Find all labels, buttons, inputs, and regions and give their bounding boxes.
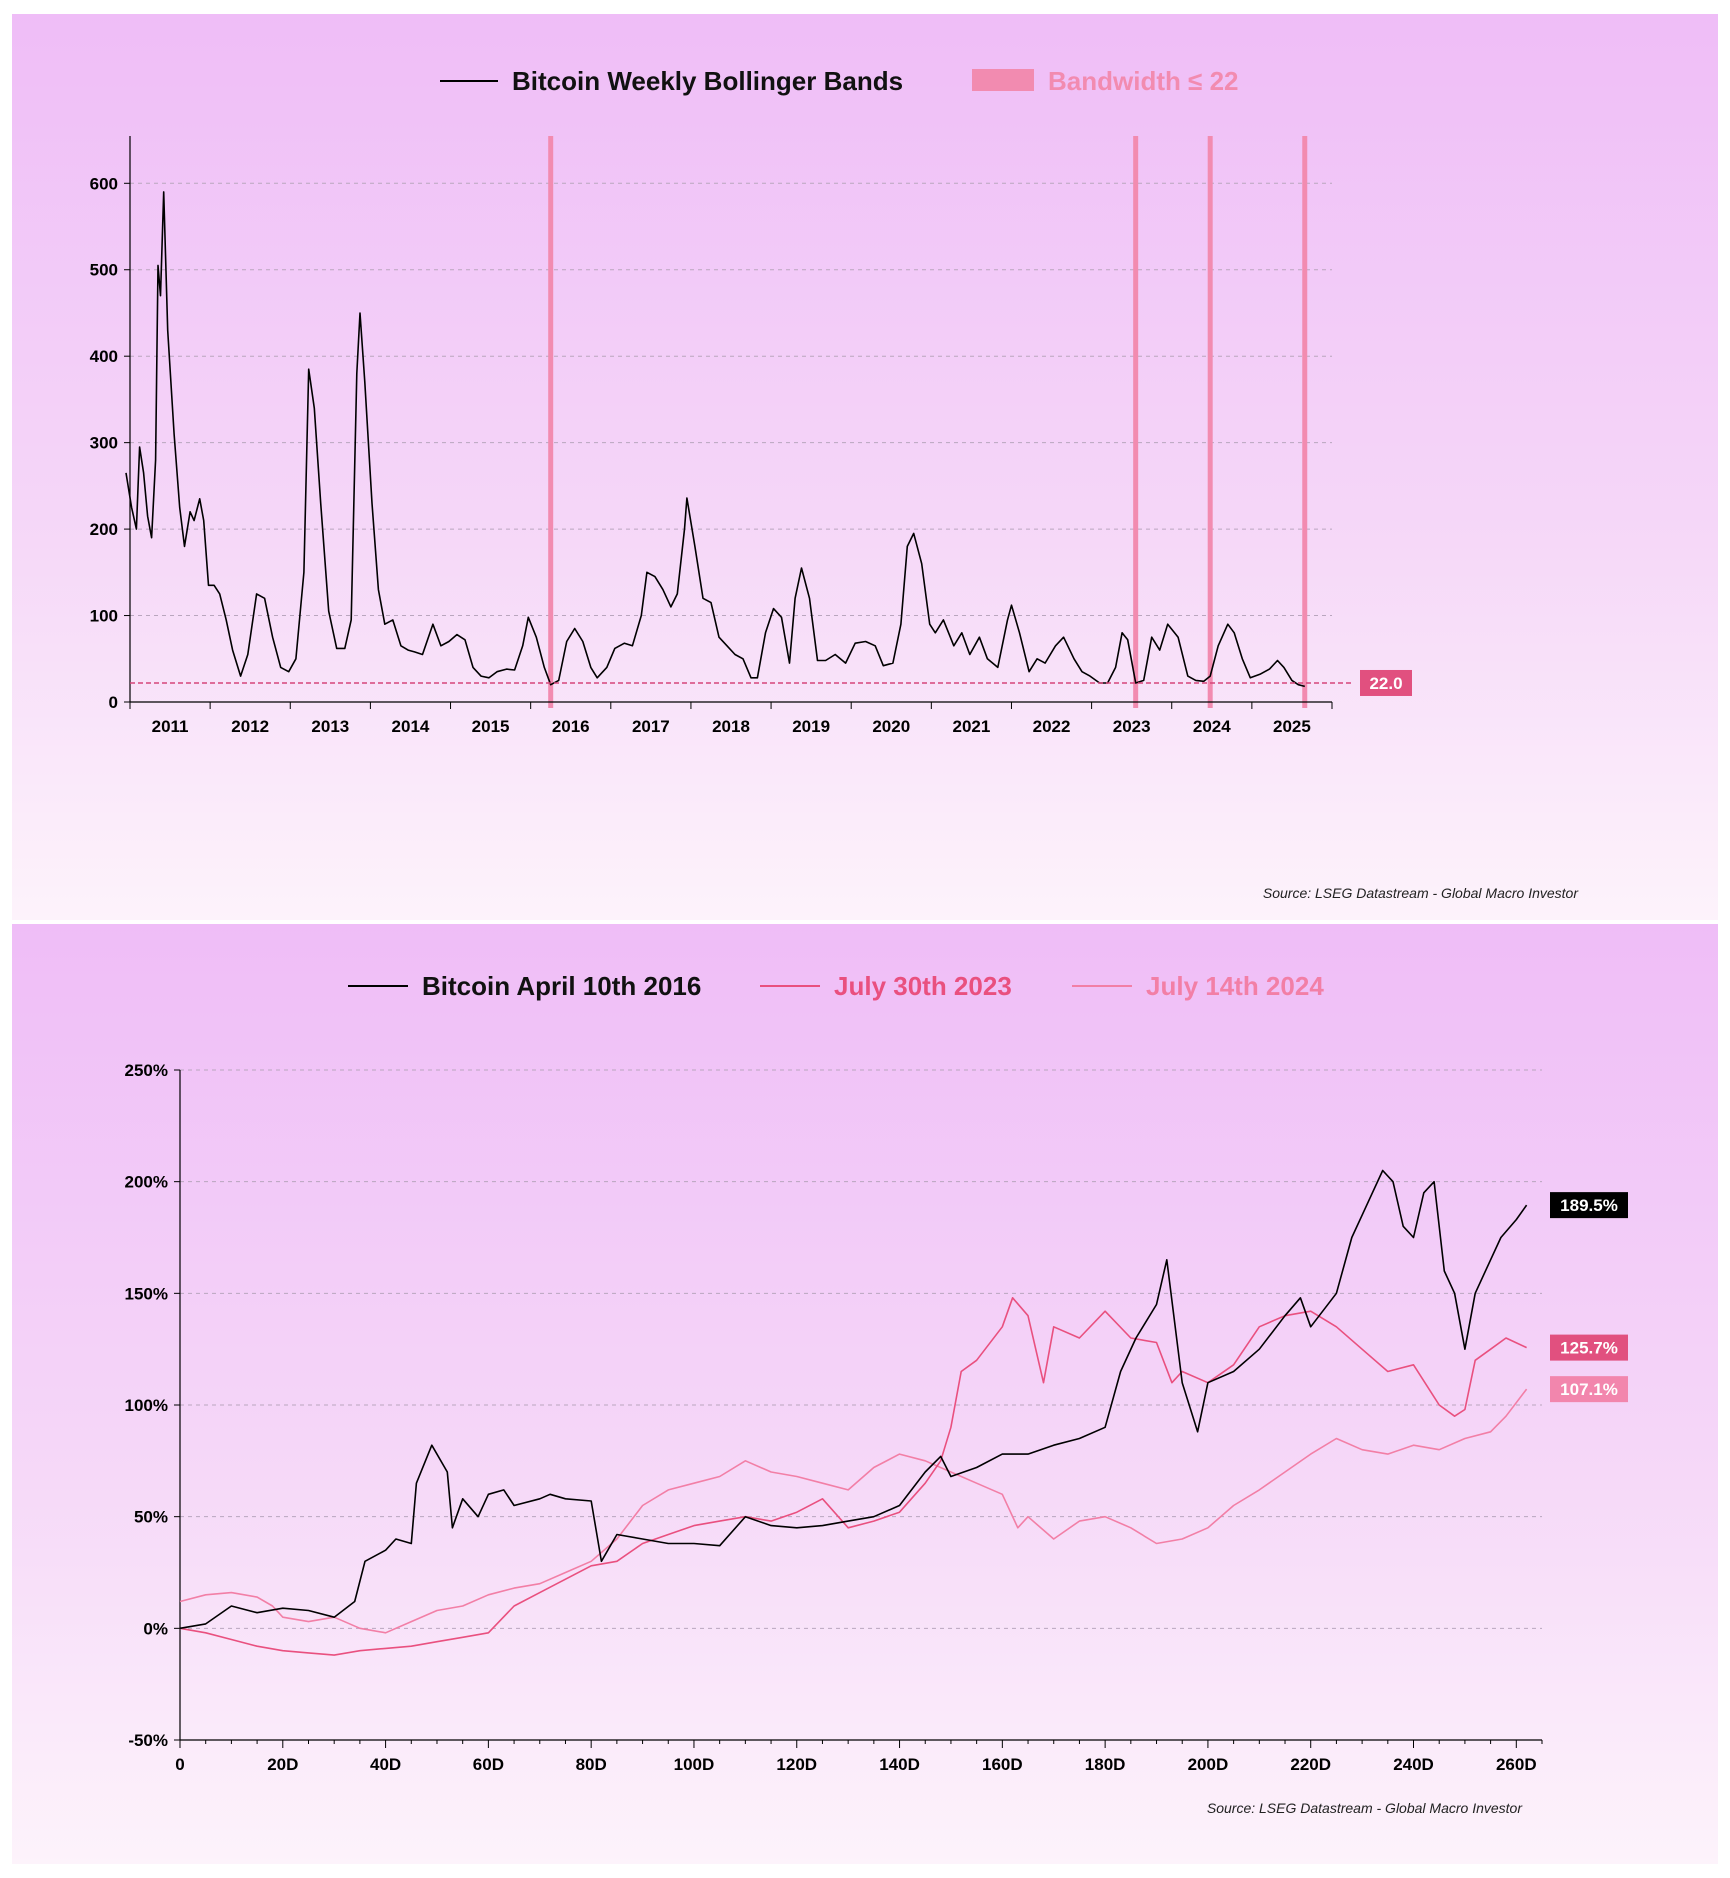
x-tick-label: 2019 <box>792 717 830 736</box>
x-tick-label: 2012 <box>231 717 269 736</box>
x-tick-label: 2013 <box>311 717 349 736</box>
x-tick-label: 2014 <box>392 717 430 736</box>
bollinger-chart-panel: Bitcoin Weekly Bollinger Bands Bandwidth… <box>12 14 1718 920</box>
bollinger-bandwidth-line <box>125 191 1306 688</box>
y-tick-label: 600 <box>90 174 118 193</box>
legend-band-label: Bandwidth ≤ 22 <box>1048 66 1239 96</box>
y-tick-label: 150% <box>125 1284 168 1303</box>
x-tick-label: 2017 <box>632 717 670 736</box>
x-tick-label: 160D <box>982 1755 1023 1774</box>
end-value-label: 189.5% <box>1560 1196 1618 1215</box>
bandwidth-event-bar <box>1302 136 1308 708</box>
x-tick-label: 40D <box>370 1755 401 1774</box>
x-tick-label: 180D <box>1085 1755 1126 1774</box>
bandwidth-highlights <box>548 136 1308 708</box>
y-tick-label: 200% <box>125 1173 168 1192</box>
threshold-label: 22.0 <box>1369 674 1402 693</box>
end-value-badge <box>1550 1334 1628 1361</box>
x-tick-label: 2021 <box>952 717 990 736</box>
x-tick-label: 2018 <box>712 717 750 736</box>
gridlines <box>130 182 1332 617</box>
x-tick-label: 2020 <box>872 717 910 736</box>
bandwidth-event-bar <box>548 136 554 708</box>
x-tick-label: 260D <box>1496 1755 1537 1774</box>
x-tick-label: 60D <box>473 1755 504 1774</box>
x-tick-label: 2011 <box>152 717 189 736</box>
x-tick-label: 220D <box>1290 1755 1331 1774</box>
series-line-2 <box>179 1388 1528 1634</box>
legend-label-2016: Bitcoin April 10th 2016 <box>422 971 701 1001</box>
x-tick-label: 120D <box>776 1755 817 1774</box>
annotations: 22.0 <box>130 669 1412 696</box>
end-value-label: 125.7% <box>1560 1339 1618 1358</box>
x-tick-label: 80D <box>576 1755 607 1774</box>
y-tick-label: 300 <box>90 434 118 453</box>
y-tick-label: 250% <box>125 1061 168 1080</box>
bandwidth-event-bar <box>1207 136 1213 708</box>
y-tick-label: 50% <box>134 1508 168 1527</box>
end-value-badge <box>1550 1376 1628 1403</box>
end-labels: 189.5% 125.7% 107.1% <box>1550 1192 1628 1403</box>
x-tick-label: 2023 <box>1113 717 1151 736</box>
x-tick-label: 0 <box>175 1755 184 1774</box>
x-tick-label: 2025 <box>1273 717 1311 736</box>
x-tick-label: 2015 <box>472 717 510 736</box>
legend-series-label: Bitcoin Weekly Bollinger Bands <box>512 66 903 96</box>
performance-chart: Bitcoin April 10th 2016 July 30th 2023 J… <box>125 971 1628 1816</box>
y-tick-label: 400 <box>90 347 118 366</box>
y-tick-label: 100% <box>125 1396 168 1415</box>
bollinger-chart: Bitcoin Weekly Bollinger Bands Bandwidth… <box>90 66 1580 901</box>
y-tick-label: -50% <box>128 1731 168 1750</box>
legend: Bitcoin Weekly Bollinger Bands Bandwidth… <box>440 66 1239 96</box>
series <box>179 1169 1528 1656</box>
legend-label-2023: July 30th 2023 <box>834 971 1012 1001</box>
bandwidth-event-bar <box>1133 136 1139 708</box>
legend-band-swatch <box>972 69 1034 91</box>
x-tick-label: 240D <box>1393 1755 1434 1774</box>
source-note: Source: LSEG Datastream - Global Macro I… <box>1207 1800 1523 1816</box>
series-line-1 <box>179 1297 1527 1656</box>
x-tick-label: 140D <box>879 1755 920 1774</box>
axes: 0 100 200 300 400 500 600 2011 2012 2013 2014 2015 2… <box>90 136 1333 736</box>
x-tick-label: 2024 <box>1193 717 1231 736</box>
axes: 250% 200% 150% 100% 50% 0% -50% 0 20D 40D 60D 80D 10… <box>125 1061 1543 1774</box>
legend: Bitcoin April 10th 2016 July 30th 2023 J… <box>348 971 1324 1001</box>
y-tick-label: 100 <box>90 607 118 626</box>
y-tick-label: 500 <box>90 261 118 280</box>
series <box>125 191 1306 688</box>
threshold-badge <box>1360 669 1412 696</box>
x-tick-label: 100D <box>674 1755 715 1774</box>
x-tick-label: 2022 <box>1033 717 1071 736</box>
legend-label-2024: July 14th 2024 <box>1146 971 1324 1001</box>
gridlines <box>180 1069 1542 1629</box>
y-tick-label: 0% <box>143 1619 168 1638</box>
x-tick-label: 2016 <box>552 717 590 736</box>
end-value-badge <box>1550 1192 1628 1219</box>
y-tick-label: 200 <box>90 520 118 539</box>
y-tick-label: 0 <box>109 693 118 712</box>
series-line-0 <box>179 1169 1528 1630</box>
performance-chart-panel: Bitcoin April 10th 2016 July 30th 2023 J… <box>12 924 1718 1864</box>
x-tick-label: 200D <box>1188 1755 1229 1774</box>
end-value-label: 107.1% <box>1560 1380 1618 1399</box>
x-tick-label: 20D <box>267 1755 298 1774</box>
source-note: Source: LSEG Datastream - Global Macro I… <box>1263 885 1579 901</box>
